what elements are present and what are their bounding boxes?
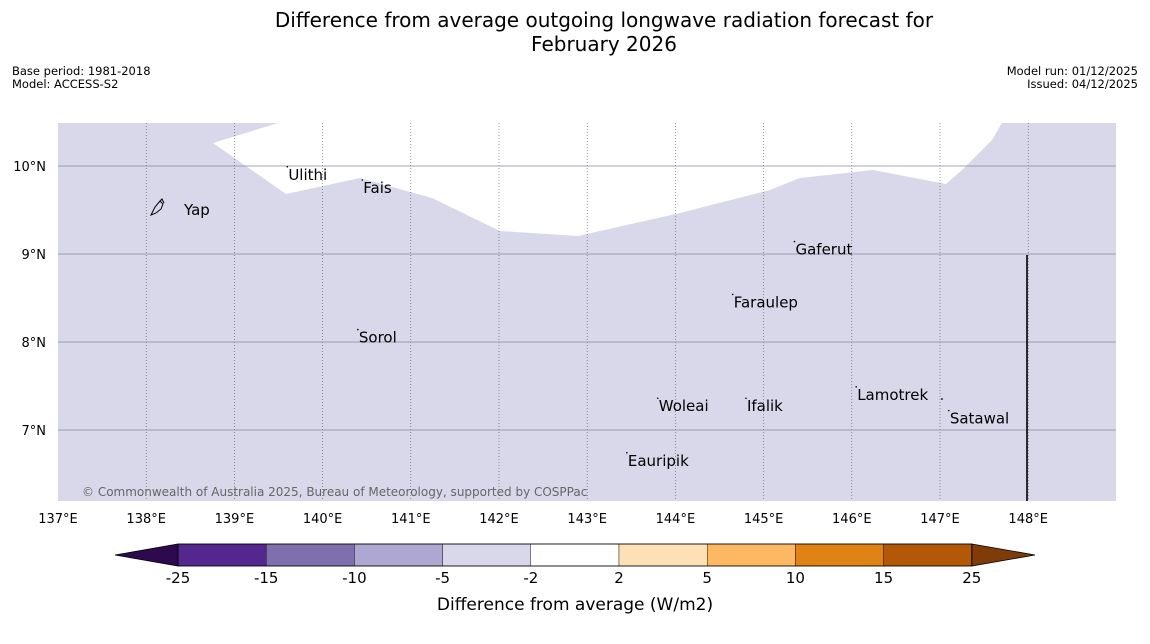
place-label: Fais bbox=[363, 179, 392, 197]
copyright-text: © Commonwealth of Australia 2025, Bureau… bbox=[82, 485, 587, 499]
place-marker bbox=[793, 240, 796, 243]
colorbar-tick: -5 bbox=[435, 569, 450, 587]
place-label: Gaferut bbox=[795, 241, 852, 259]
colorbar-tick: 15 bbox=[874, 569, 893, 587]
colorbar-bin bbox=[177, 543, 267, 567]
place-marker bbox=[286, 166, 289, 168]
latitude-tick: 10°N bbox=[13, 160, 46, 175]
title-line-2: February 2026 bbox=[531, 32, 677, 56]
latitude-tick: 8°N bbox=[22, 336, 47, 351]
place-labels: Yap Ulithi Fais Gaferut Faraulep Sorol Lamotre… bbox=[183, 166, 1009, 470]
place-label: Sorol bbox=[359, 329, 397, 347]
small-island-marker bbox=[941, 398, 943, 400]
place-label: Lamotrek bbox=[857, 386, 928, 404]
colorbar-tick: 10 bbox=[786, 569, 805, 587]
place-marker bbox=[948, 409, 950, 412]
place-label: Satawal bbox=[950, 410, 1009, 428]
colorbar-tick: 25 bbox=[962, 569, 981, 587]
longitude-tick: 138°E bbox=[126, 512, 166, 527]
longitude-tick: 147°E bbox=[920, 512, 960, 527]
longitude-tick: 141°E bbox=[391, 512, 431, 527]
colorbar-label: Difference from average (W/m2) bbox=[437, 595, 713, 615]
place-marker bbox=[361, 179, 364, 181]
colorbar-max-extension bbox=[971, 543, 1036, 567]
colorbar-bin bbox=[354, 543, 443, 567]
place-marker bbox=[626, 452, 628, 454]
place-marker bbox=[656, 397, 659, 400]
base-period: Base period: 1981-2018 bbox=[12, 64, 151, 78]
longitude-tick: 137°E bbox=[38, 512, 78, 527]
latitude-tick-labels: 10°N 9°N 8°N 7°N bbox=[13, 160, 46, 439]
longitude-tick-labels: 137°E 138°E 139°E 140°E 141°E 142°E 143°E 144°E… bbox=[38, 512, 1048, 527]
model-name: Model: ACCESS-S2 bbox=[12, 77, 119, 91]
title-line-1: Difference from average outgoing longwav… bbox=[274, 8, 934, 32]
issued-date: Issued: 04/12/2025 bbox=[1027, 77, 1138, 91]
latitude-tick: 7°N bbox=[22, 424, 47, 439]
longitude-tick: 140°E bbox=[303, 512, 343, 527]
longitude-tick: 143°E bbox=[567, 512, 607, 527]
place-marker bbox=[745, 397, 747, 400]
model-run: Model run: 01/12/2025 bbox=[1006, 64, 1138, 78]
colorbar-bin bbox=[618, 543, 708, 567]
longitude-tick: 139°E bbox=[215, 512, 255, 527]
colorbar-bin bbox=[530, 543, 620, 567]
colorbar-bin bbox=[795, 543, 884, 567]
colorbar-tick: 2 bbox=[614, 569, 624, 587]
colorbar-frame bbox=[177, 543, 973, 567]
colorbar-bin bbox=[707, 543, 796, 567]
metadata-left: Base period: 1981-2018 Model: ACCESS-S2 bbox=[12, 65, 151, 91]
place-label: Woleai bbox=[659, 397, 709, 415]
place-label: Ulithi bbox=[288, 166, 327, 184]
colorbar bbox=[114, 543, 1036, 567]
map-title: Difference from average outgoing longwav… bbox=[0, 8, 1150, 56]
colorbar-bin bbox=[883, 543, 972, 567]
colorbar-bin bbox=[442, 543, 532, 567]
place-label: Eauripik bbox=[628, 452, 689, 470]
yap-island-outline bbox=[149, 198, 165, 216]
longitude-tick: 148°E bbox=[1008, 512, 1048, 527]
colorbar-bin bbox=[266, 543, 355, 567]
longitude-tick: 146°E bbox=[832, 512, 872, 527]
near-average-region bbox=[213, 123, 1002, 236]
colorbar-tick-labels: -25 -15 -10 -5 -2 2 5 10 15 25 bbox=[166, 569, 982, 587]
gridlines bbox=[58, 123, 1116, 501]
longitude-tick: 142°E bbox=[479, 512, 519, 527]
longitude-tick: 145°E bbox=[744, 512, 784, 527]
metadata-right: Model run: 01/12/2025 Issued: 04/12/2025 bbox=[1007, 65, 1138, 91]
place-marker bbox=[731, 293, 734, 296]
longitude-tick: 144°E bbox=[656, 512, 696, 527]
colorbar-tick: -25 bbox=[166, 569, 191, 587]
colorbar-tick: -15 bbox=[254, 569, 279, 587]
colorbar-tick: -2 bbox=[523, 569, 538, 587]
place-marker bbox=[357, 328, 359, 331]
place-label: Yap bbox=[183, 201, 210, 219]
colorbar-min-extension bbox=[114, 543, 179, 567]
latitude-tick: 9°N bbox=[22, 248, 47, 263]
colorbar-tick: 5 bbox=[702, 569, 712, 587]
place-label: Ifalik bbox=[747, 397, 783, 415]
place-marker bbox=[855, 386, 858, 388]
colorbar-tick: -10 bbox=[342, 569, 367, 587]
place-label: Faraulep bbox=[734, 293, 798, 311]
